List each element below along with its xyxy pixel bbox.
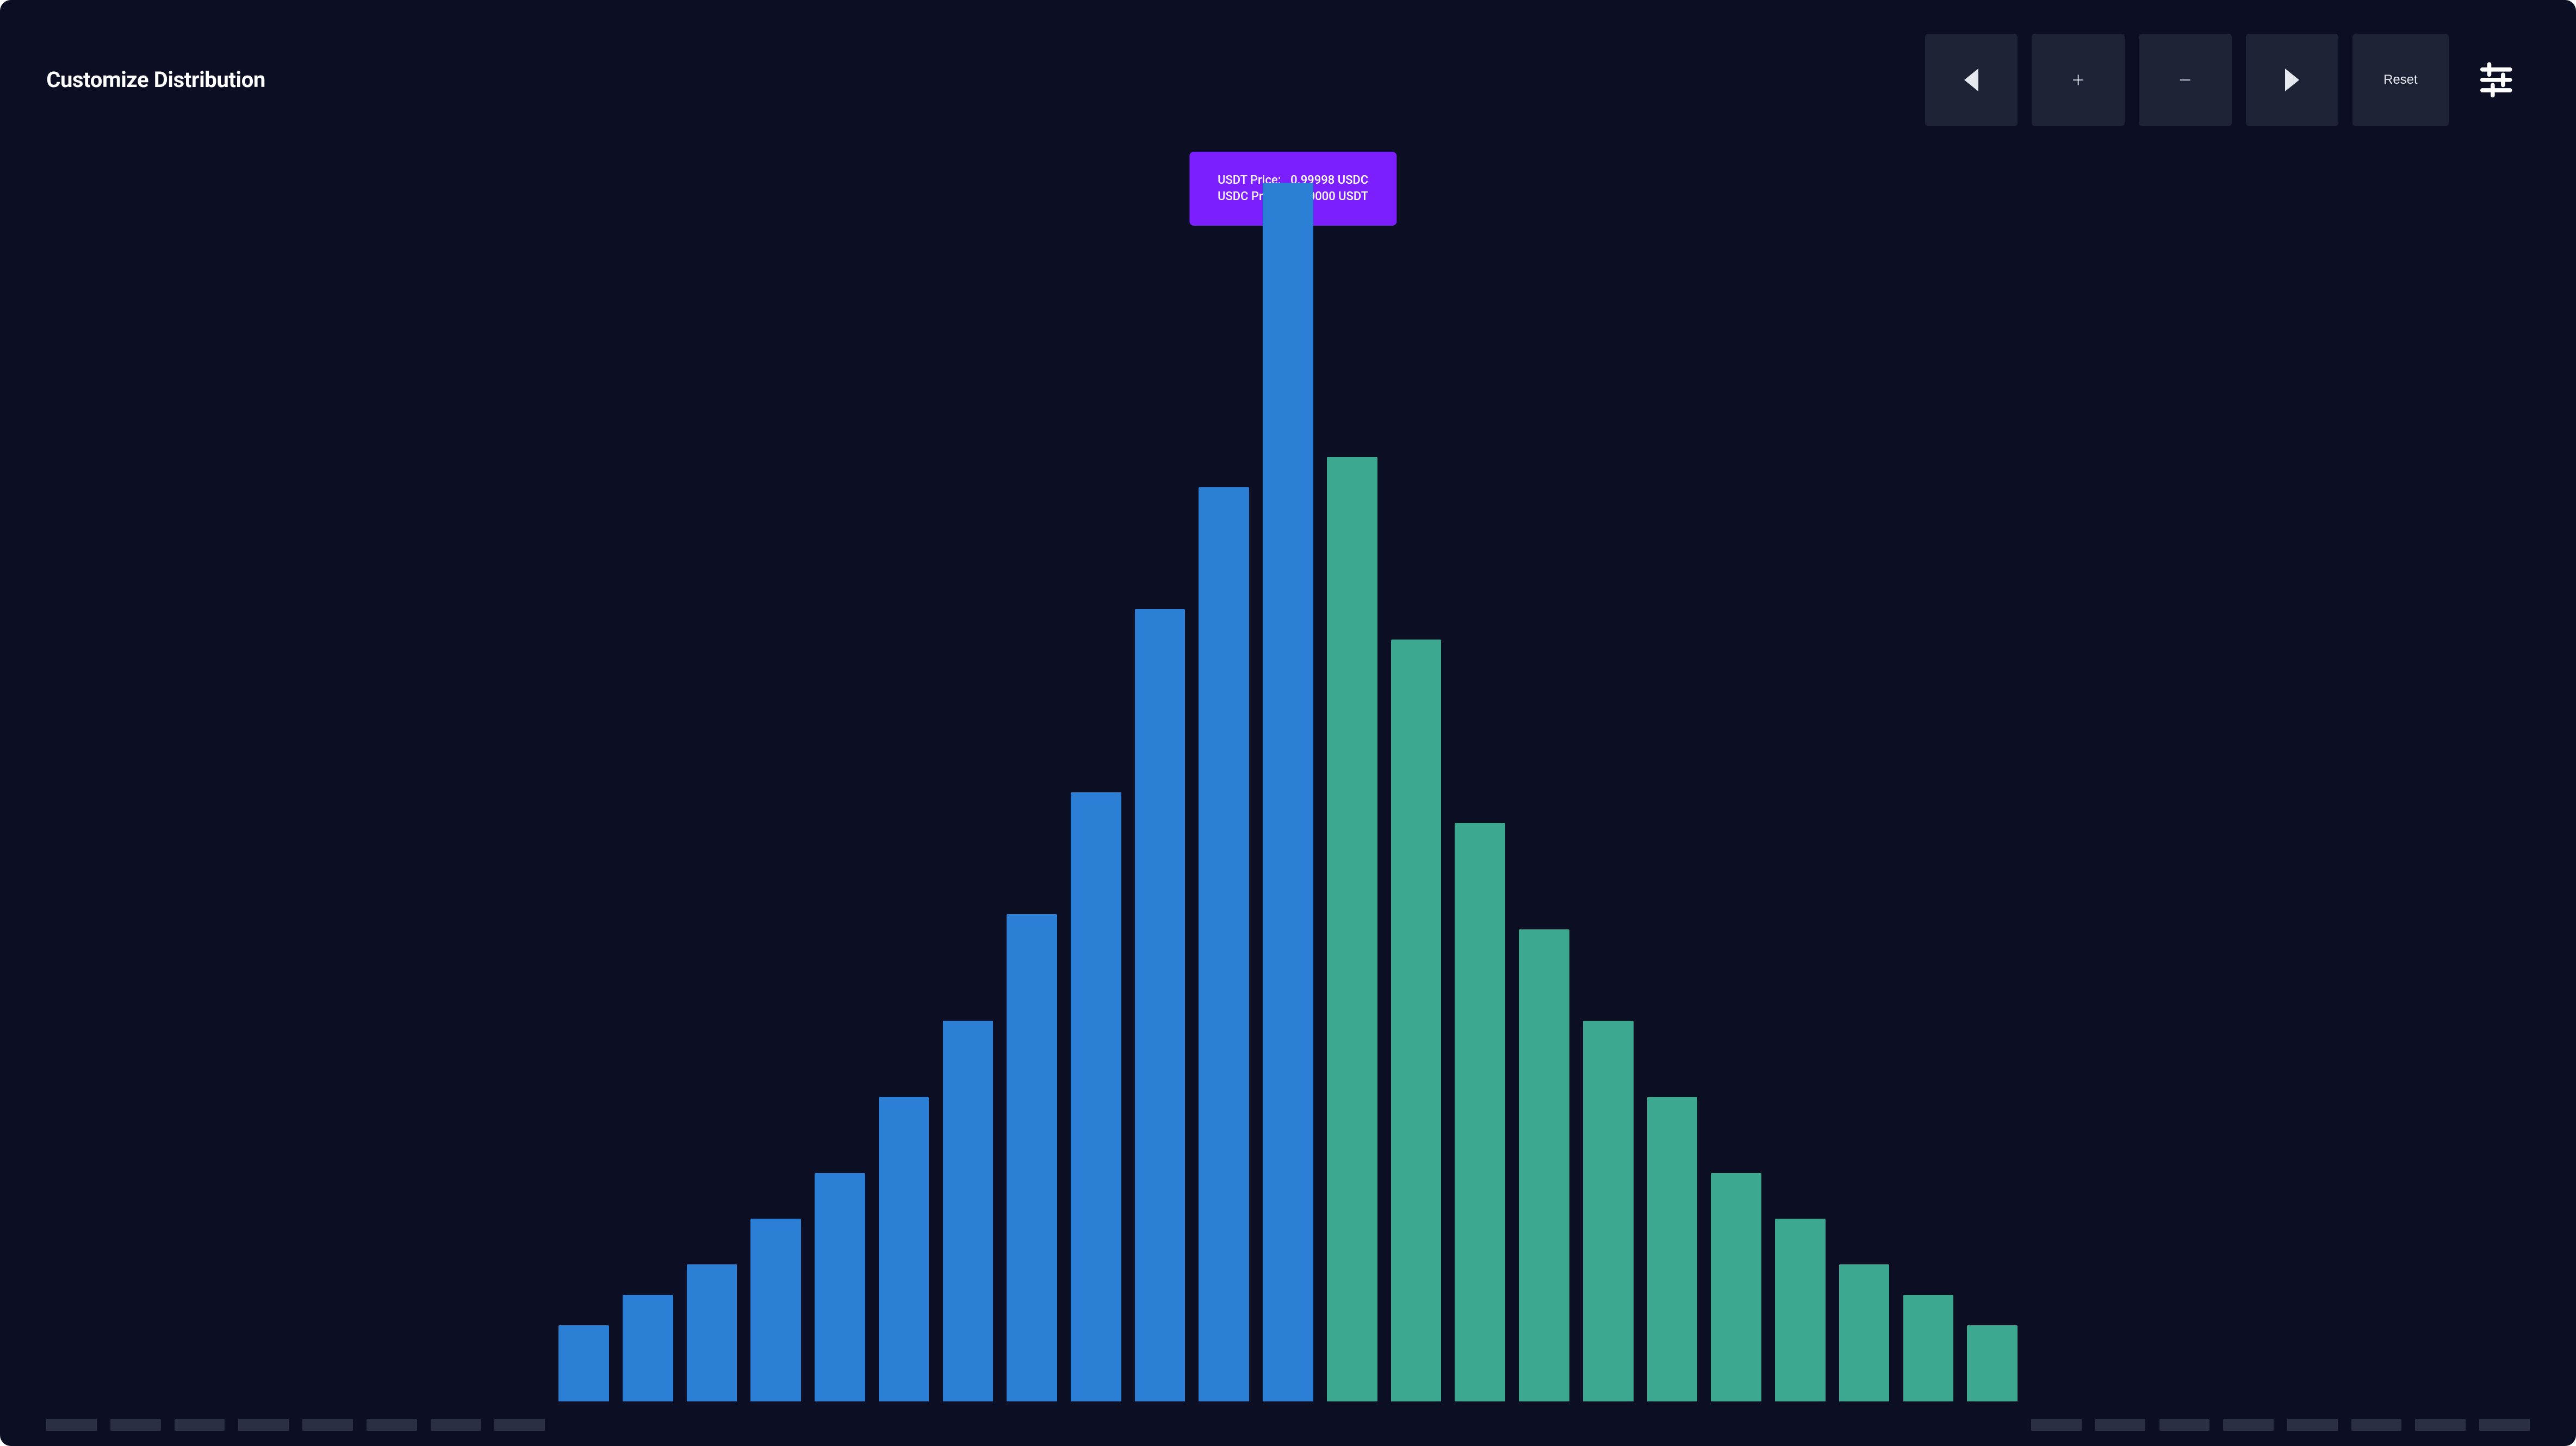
bin-stub: [494, 1419, 545, 1430]
distribution-bar[interactable]: [1327, 457, 1377, 1402]
distribution-bar[interactable]: [1903, 1295, 1954, 1401]
distribution-bar[interactable]: [1647, 1097, 1698, 1401]
distribution-bar[interactable]: [1391, 640, 1442, 1401]
bin-stub: [302, 1419, 353, 1430]
chart-area[interactable]: USDT Price: 0.99998 USDC USDC Price: 1.0…: [46, 152, 2529, 1401]
bin-stub: [2287, 1419, 2338, 1430]
distribution-panel: Customize Distribution ＋ － Reset: [0, 0, 2576, 1446]
distribution-bar[interactable]: [558, 1325, 609, 1401]
bin-stub: [2159, 1419, 2210, 1430]
bin-stub: [110, 1419, 161, 1430]
bin-stub-row: [46, 1419, 2529, 1430]
distribution-bar[interactable]: [1711, 1173, 1761, 1401]
bin-stub: [431, 1419, 481, 1430]
shift-left-button[interactable]: [1925, 34, 2018, 127]
distribution-bar[interactable]: [750, 1219, 801, 1401]
distribution-bar[interactable]: [1199, 487, 1249, 1401]
plus-icon: ＋: [2071, 70, 2085, 90]
distribution-bar[interactable]: [943, 1021, 994, 1402]
bin-stub: [238, 1419, 289, 1430]
bin-stub: [2479, 1419, 2530, 1430]
reset-button[interactable]: Reset: [2352, 34, 2448, 127]
distribution-bar[interactable]: [1775, 1219, 1826, 1401]
bin-stub: [367, 1419, 417, 1430]
distribution-bar[interactable]: [1071, 792, 1121, 1402]
bin-stub: [2415, 1419, 2466, 1430]
panel-header: Customize Distribution ＋ － Reset: [0, 0, 2576, 126]
chart-wrap: USDT Price: 0.99998 USDC USDC Price: 1.0…: [0, 126, 2576, 1446]
add-bin-button[interactable]: ＋: [2032, 34, 2125, 127]
distribution-bar[interactable]: [879, 1097, 929, 1401]
panel-title: Customize Distribution: [46, 67, 265, 92]
bin-stub: [2223, 1419, 2274, 1430]
distribution-bar[interactable]: [1455, 823, 1505, 1402]
bin-stub: [2031, 1419, 2082, 1430]
distribution-bar[interactable]: [1263, 183, 1313, 1402]
distribution-bar[interactable]: [815, 1173, 865, 1401]
toolbar: ＋ － Reset: [1925, 34, 2530, 127]
settings-button[interactable]: [2463, 34, 2530, 127]
distribution-bar[interactable]: [1135, 609, 1185, 1401]
distribution-bars[interactable]: [46, 152, 2529, 1401]
minus-icon: －: [2178, 70, 2192, 90]
chevron-left-icon: [1964, 69, 1978, 91]
sliders-icon: [2475, 51, 2517, 109]
bin-stub: [2095, 1419, 2146, 1430]
bin-stub: [2351, 1419, 2402, 1430]
bin-stub: [46, 1419, 97, 1430]
distribution-bar[interactable]: [1967, 1325, 2018, 1401]
distribution-bar[interactable]: [1583, 1021, 1634, 1402]
shift-right-button[interactable]: [2246, 34, 2339, 127]
distribution-bar[interactable]: [623, 1295, 673, 1401]
remove-bin-button[interactable]: －: [2139, 34, 2232, 127]
distribution-bar[interactable]: [1839, 1264, 1890, 1401]
bin-stub: [175, 1419, 225, 1430]
distribution-bar[interactable]: [1519, 929, 1569, 1402]
distribution-bar[interactable]: [1007, 914, 1057, 1402]
chevron-right-icon: [2285, 69, 2299, 91]
distribution-bar[interactable]: [687, 1264, 737, 1401]
